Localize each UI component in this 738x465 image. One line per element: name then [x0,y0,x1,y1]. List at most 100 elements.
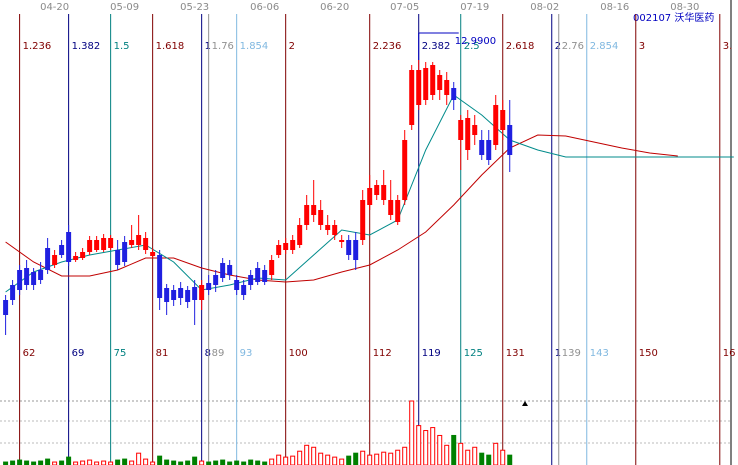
fib-count-label: 89 [212,348,225,359]
candle-body [451,88,457,100]
fib-count-label: 62 [23,348,36,359]
fib-count-label: 112 [373,348,392,359]
volume-bar [80,460,86,465]
volume-bar [339,458,345,465]
fib-ratio-label: 2.236 [373,41,402,52]
volume-bar [199,460,205,465]
fib-ratio-label: 1.76 [212,41,234,52]
volume-bar [325,454,331,465]
fib-count-label: 150 [639,348,658,359]
x-tick-label: 07-19 [460,2,489,13]
candle-body [157,255,163,298]
chart-title: 002107 沃华医药 [633,11,714,24]
volume-bar [416,425,422,465]
volume-bar [374,453,380,465]
volume-bar [129,460,135,465]
volume-bar [248,459,254,465]
candle-body [430,65,436,95]
volume-bar [59,460,65,465]
volume-bar [136,452,142,465]
candle-body [94,240,100,250]
volume-bar [353,452,359,465]
volume-bar [115,459,121,465]
fib-ratio-label: 3. [723,41,733,52]
fib-ratio-label: 2.5 [464,41,480,52]
marker [522,401,528,406]
fib-ratio-label: 2.382 [422,41,451,52]
candle-body [45,248,51,270]
candle-body [507,125,513,155]
volume-bar [311,446,317,465]
volume-bar [297,450,303,465]
volume-bar [185,460,191,465]
fib-count-label: 125 [464,348,483,359]
volume-bar [451,434,457,465]
volume-bar [234,460,240,465]
candle-body [458,120,464,140]
x-tick-label: 08-16 [600,2,629,13]
x-tick-label: 08-02 [530,2,559,13]
candle-body [276,245,282,255]
fib-count-label: 8 [205,348,211,359]
fib-ratio-label: 3 [639,41,645,52]
volume-bar [318,452,324,465]
fib-ratio-label: 1.236 [23,41,52,52]
candle-body [269,260,275,275]
volume-bar [276,454,282,465]
fib-count-label: 143 [590,348,609,359]
candle-body [437,75,443,90]
candle-body [367,188,373,205]
fib-count-label: 93 [240,348,253,359]
candle-body [360,200,366,240]
volume-bar [430,427,436,465]
fib-ratio-label: 2.618 [506,41,535,52]
candle-body [290,240,296,250]
volume-bar [45,458,51,465]
volume-bar [507,454,513,465]
candle-body [80,252,86,258]
candle-body [486,140,492,160]
volume-bar [346,455,352,465]
candle-body [220,263,226,278]
volume-bar [192,456,198,465]
fib-ratio-label: 1 [205,41,211,52]
candle-body [115,250,121,265]
volume-bar [269,458,275,465]
volume-bar [500,449,506,465]
fib-ratio-label: 2.854 [590,41,619,52]
fib-count-label: 139 [562,348,581,359]
fib-count-label: 119 [422,348,441,359]
volume-bar [388,452,394,465]
fib-ratio-label: 1.854 [240,41,269,52]
candle-body [304,205,310,225]
candle-body [227,265,233,275]
candle-body [283,243,289,250]
candle-body [374,185,380,195]
candle-body [381,185,387,200]
candle-body [199,285,205,300]
volume-bar [437,434,443,465]
x-tick-label: 08-30 [670,2,699,13]
volume-bar [458,442,464,465]
candle-body [10,285,16,300]
volume-bar [304,444,310,465]
candle-body [143,238,149,250]
volume-bar [283,456,289,465]
volume-bar [479,452,485,465]
fib-ratio-label: 2 [555,41,561,52]
candle-body [150,252,156,256]
candle-body [318,210,324,225]
volume-bar [87,459,93,465]
candle-body [178,288,184,298]
candle-body [332,225,338,235]
volume-bar [360,450,366,465]
volume-bar [381,451,387,465]
volume-bar [24,460,30,465]
volume-bar [472,446,478,465]
volume-bar [402,446,408,465]
fib-ratio-label: 2.76 [562,41,584,52]
candle-body [262,270,268,282]
volume-bar [213,460,219,465]
